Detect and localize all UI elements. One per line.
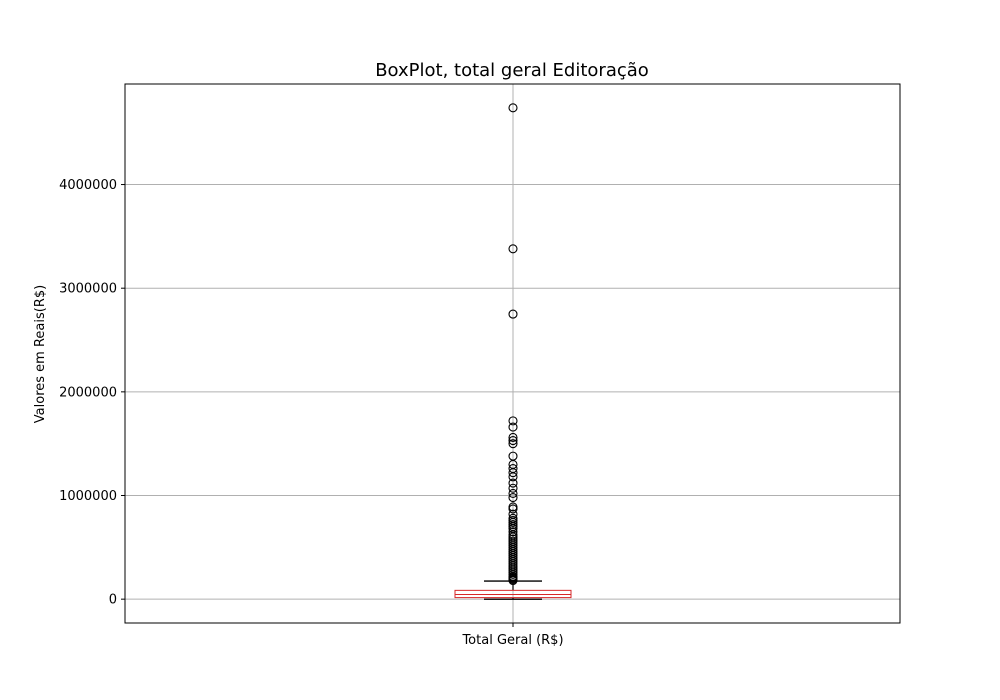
iqr-box	[454, 589, 572, 599]
outlier-point	[508, 527, 518, 537]
outlier-point	[508, 575, 518, 586]
y-tick-label: 4000000	[59, 178, 117, 193]
outlier-point	[508, 432, 518, 443]
y-tick-label: 3000000	[59, 282, 117, 297]
y-tick-label: 0	[109, 593, 117, 608]
outlier-point	[508, 103, 518, 113]
x-tick-label: Total Geral (R$)	[461, 633, 563, 648]
outlier-point	[508, 309, 518, 319]
grid-lines	[125, 84, 900, 623]
outlier-point	[508, 488, 518, 498]
y-tick-label: 1000000	[59, 489, 117, 504]
x-axis-ticks: Total Geral (R$)	[461, 623, 564, 648]
chart-title: BoxPlot, total geral Editoração	[375, 60, 649, 81]
outlier-point	[508, 439, 518, 449]
outlier-point	[508, 416, 518, 426]
outlier-point	[508, 504, 518, 514]
y-axis-label: Valores em Reais(R$)	[33, 285, 48, 423]
flier-layer	[508, 103, 518, 586]
outlier-point	[508, 436, 518, 446]
outlier-point	[508, 483, 518, 493]
outlier-point	[508, 244, 518, 254]
y-axis-ticks: 0 1000000 2000000 3000000 4000000	[59, 178, 125, 608]
outlier-point	[508, 472, 518, 482]
outlier-point	[508, 422, 518, 432]
outlier-point	[508, 468, 518, 478]
y-tick-label: 2000000	[59, 385, 117, 400]
outlier-point	[508, 493, 518, 503]
outlier-point	[508, 478, 518, 488]
